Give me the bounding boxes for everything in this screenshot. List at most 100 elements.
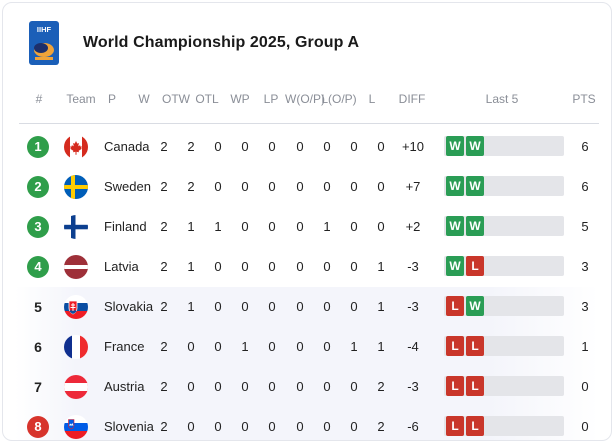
column-header[interactable]: L (368, 92, 376, 106)
stat-cell: 0 (187, 419, 195, 434)
column-header[interactable]: Last 5 (485, 92, 519, 106)
stat-cell: 0 (268, 259, 276, 274)
stat-cell: 1 (350, 339, 358, 354)
rank-badge: 7 (34, 379, 42, 395)
rank-badge: 3 (27, 216, 49, 238)
stat-cell: 0 (241, 219, 249, 234)
table-row[interactable]: 8 Slovenia 2 0 0 0 0 0 0 0 2 -6 L L 0 (3, 407, 611, 440)
stat-cell: 2 (160, 419, 168, 434)
table-row[interactable]: 2 Sweden 2 2 0 0 0 0 0 0 0 +7 W W 6 (3, 167, 611, 207)
stat-cell: 0 (296, 179, 304, 194)
rank-badge: 2 (27, 176, 49, 198)
result-badge: W (446, 216, 464, 236)
stat-cell: 0 (323, 139, 331, 154)
stat-cell: 0 (214, 339, 222, 354)
stat-cell: 0 (296, 419, 304, 434)
stat-cell: 0 (268, 419, 276, 434)
stat-cell: 2 (377, 419, 385, 434)
diff-cell: +2 (405, 219, 421, 234)
team-name[interactable]: Austria (104, 379, 145, 394)
table-row[interactable]: 7 Austria 2 0 0 0 0 0 0 0 2 -3 L L 0 (3, 367, 611, 407)
table-row[interactable]: 3 Finland 2 1 1 0 0 0 1 0 0 +2 W W 5 (3, 207, 611, 247)
diff-cell: -3 (407, 299, 419, 314)
stat-cell: 0 (241, 179, 249, 194)
result-badge: W (466, 296, 484, 316)
result-badge: L (466, 256, 484, 276)
stat-cell: 0 (296, 259, 304, 274)
result-badge: L (446, 376, 464, 396)
table-row[interactable]: 4 Latvia 2 1 0 0 0 0 0 0 1 -3 W L 3 (3, 247, 611, 287)
team-name[interactable]: Finland (104, 219, 147, 234)
column-header[interactable]: P (107, 92, 116, 106)
column-header[interactable]: # (35, 92, 43, 106)
stat-cell: 1 (241, 339, 249, 354)
column-header[interactable]: W (138, 92, 150, 106)
stat-cell: 0 (350, 139, 358, 154)
result-badge: W (466, 216, 484, 236)
stat-cell: 2 (187, 179, 195, 194)
team-name[interactable]: Canada (104, 139, 150, 154)
stat-cell: 0 (214, 139, 222, 154)
latvia-flag-icon (64, 255, 88, 279)
result-badge: W (466, 176, 484, 196)
stat-cell: 0 (350, 179, 358, 194)
team-name[interactable]: Slovenia (104, 419, 154, 434)
column-header[interactable]: WP (230, 92, 250, 106)
sweden-flag-icon (64, 175, 88, 199)
points-cell: 0 (581, 419, 589, 434)
stat-cell: 2 (160, 299, 168, 314)
points-cell: 3 (581, 299, 589, 314)
stat-cell: 0 (241, 379, 249, 394)
stat-cell: 0 (241, 139, 249, 154)
column-header[interactable]: LP (263, 92, 279, 106)
stat-cell: 0 (296, 139, 304, 154)
stat-cell: 0 (241, 299, 249, 314)
stat-cell: 0 (323, 259, 331, 274)
stat-cell: 1 (187, 299, 195, 314)
stat-cell: 0 (268, 139, 276, 154)
stat-cell: 0 (377, 139, 385, 154)
table-row[interactable]: 1 Canada 2 2 0 0 0 0 0 0 0 +10 W W 6 (3, 127, 611, 167)
points-cell: 3 (581, 259, 589, 274)
stat-cell: 0 (350, 419, 358, 434)
table-row[interactable]: 5 Slovakia 2 1 0 0 0 0 0 0 1 -3 L W 3 (3, 287, 611, 327)
stat-cell: 0 (268, 379, 276, 394)
stat-cell: 1 (377, 339, 385, 354)
column-header[interactable]: DIFF (398, 92, 426, 106)
column-header[interactable]: OTL (195, 92, 219, 106)
result-badge: W (446, 256, 464, 276)
column-header[interactable]: OTW (162, 92, 190, 106)
stat-cell: 0 (350, 379, 358, 394)
team-name[interactable]: France (104, 339, 145, 354)
slovenia-flag-icon (64, 415, 88, 439)
table-row[interactable]: 6 France 2 0 0 1 0 0 0 1 1 -4 L L 1 (3, 327, 611, 367)
stat-cell: 0 (268, 179, 276, 194)
header: IIHF World Championship 2025, Group A (3, 3, 611, 83)
stat-cell: 0 (350, 259, 358, 274)
stat-cell: 2 (160, 259, 168, 274)
column-header[interactable]: W(O/P) (285, 92, 325, 106)
team-name[interactable]: Sweden (104, 179, 151, 194)
team-name[interactable]: Slovakia (104, 299, 154, 314)
result-badge: L (466, 416, 484, 436)
stat-cell: 0 (241, 259, 249, 274)
stat-cell: 1 (377, 259, 385, 274)
stat-cell: 0 (323, 179, 331, 194)
stat-cell: 0 (323, 379, 331, 394)
rank-badge: 8 (27, 416, 49, 438)
stat-cell: 0 (296, 339, 304, 354)
column-header[interactable]: L(O/P) (321, 92, 357, 106)
result-badge: W (466, 136, 484, 156)
column-header[interactable]: PTS (572, 92, 596, 106)
column-header[interactable]: Team (66, 92, 96, 106)
stat-cell: 0 (268, 299, 276, 314)
stat-cell: 2 (160, 139, 168, 154)
stat-cell: 2 (160, 379, 168, 394)
stat-cell: 0 (241, 419, 249, 434)
stat-cell: 0 (214, 299, 222, 314)
team-name[interactable]: Latvia (104, 259, 139, 274)
